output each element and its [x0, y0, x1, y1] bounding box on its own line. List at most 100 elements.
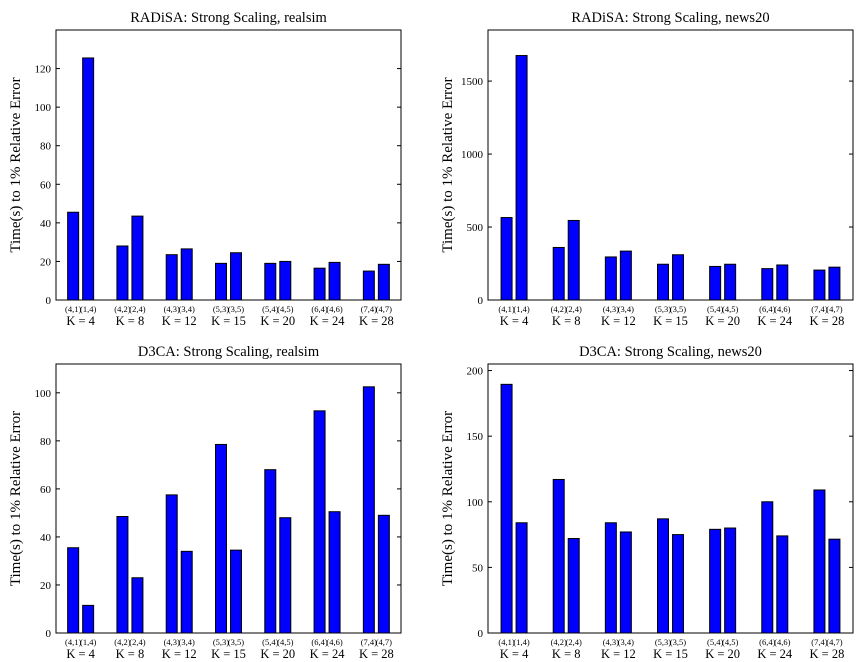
group-label: K = 12 — [601, 647, 636, 661]
y-tick-label: 1500 — [461, 76, 484, 88]
y-tick-label: 40 — [40, 218, 52, 230]
bar-(6,4) — [313, 410, 326, 634]
x-tick-label: (4,7) — [376, 637, 392, 647]
bar-(3,5) — [230, 549, 242, 634]
group-label: K = 4 — [500, 647, 529, 661]
x-tick-label: (5,4) — [262, 637, 278, 647]
y-tick-label: 200 — [467, 366, 484, 378]
x-tick-label: (4,2) — [114, 304, 130, 314]
bar-(4,7) — [377, 514, 390, 634]
plot-frame — [487, 29, 854, 301]
x-tick-label: (1,4) — [513, 304, 529, 314]
y-tick-label: 50 — [472, 562, 484, 574]
x-tick-label: (4,1) — [65, 637, 81, 647]
y-tick-label: 80 — [40, 141, 52, 153]
x-tick-label: (3,5) — [670, 637, 686, 647]
bar-(4,2) — [552, 246, 565, 301]
bar-(4,3) — [604, 256, 617, 301]
x-tick-label: (3,4) — [179, 304, 195, 314]
x-tick-label: (4,2) — [551, 304, 567, 314]
bar-(5,4) — [264, 262, 277, 301]
group-label: K = 20 — [260, 647, 295, 661]
bar-(4,2) — [116, 516, 129, 634]
bar-(6,4) — [761, 501, 774, 634]
x-tick-label: (5,3) — [213, 304, 229, 314]
x-tick-label: (5,4) — [707, 304, 723, 314]
bar-(4,5) — [279, 517, 292, 634]
group-label: K = 4 — [66, 647, 95, 661]
y-tick-label: 1000 — [461, 149, 484, 161]
bars — [67, 57, 390, 301]
bar-(4,5) — [724, 527, 737, 634]
bar-(4,1) — [67, 547, 80, 634]
x-tick-label: (4,6) — [774, 304, 790, 314]
bar-(4,7) — [828, 538, 841, 634]
bar-(3,5) — [672, 534, 684, 634]
y-tick-label: 500 — [467, 222, 484, 234]
chart-1: RADiSA: Strong Scaling, realsim Time(s) t… — [8, 10, 402, 328]
group-label: K = 15 — [211, 647, 246, 661]
x-tick-label: (5,4) — [262, 304, 278, 314]
plot-frame — [55, 363, 402, 634]
chart-3: D3CA: Strong Scaling, realsim Time(s) to … — [8, 344, 402, 661]
bar-(4,2) — [552, 478, 565, 634]
x-tick-label: (3,4) — [618, 637, 634, 647]
x-tick-label: (4,3) — [603, 637, 619, 647]
bar-(4,3) — [604, 522, 617, 634]
bar-(7,4) — [813, 269, 826, 301]
x-tick-label: (7,4) — [811, 637, 827, 647]
chart-title: RADiSA: Strong Scaling, realsim — [130, 10, 327, 26]
chart-4: D3CA: Strong Scaling, news20 Time(s) to 1… — [440, 344, 854, 661]
bar-(4,3) — [165, 494, 178, 634]
bar-(1,4) — [515, 522, 528, 634]
group-label: K = 12 — [162, 314, 197, 328]
bars — [500, 383, 841, 634]
bar-(2,4) — [131, 215, 144, 301]
x-tick-label: (3,5) — [228, 304, 244, 314]
bar-(7,4) — [362, 386, 375, 634]
x-tick-label: (4,2) — [114, 637, 130, 647]
y-axis-label: Time(s) to 1% Relative Error — [8, 411, 24, 586]
bar-(4,7) — [377, 263, 390, 301]
x-tick-label: (4,6) — [774, 637, 790, 647]
y-tick-label: 0 — [478, 628, 484, 640]
x-tick-label: (4,3) — [603, 304, 619, 314]
bars — [67, 386, 390, 634]
bar-(4,6) — [328, 511, 341, 634]
y-tick-label: 100 — [35, 102, 52, 114]
bar-(3,4) — [180, 550, 193, 634]
bar-(1,4) — [515, 55, 528, 301]
bar-(5,3) — [657, 263, 669, 301]
group-label: K = 20 — [260, 314, 295, 328]
x-tick-label: (3,5) — [228, 637, 244, 647]
bar-(5,4) — [709, 265, 722, 301]
x-tick-label: (4,1) — [498, 637, 514, 647]
group-label: K = 8 — [552, 647, 581, 661]
bar-(5,3) — [657, 518, 669, 634]
y-tick-label: 120 — [35, 64, 52, 76]
bar-(6,4) — [313, 267, 326, 301]
group-label: K = 12 — [162, 647, 197, 661]
bar-(1,4) — [82, 57, 95, 301]
plot-frame — [487, 363, 854, 634]
y-tick-label: 60 — [40, 484, 52, 496]
group-label: K = 4 — [66, 314, 95, 328]
group-label: K = 28 — [810, 314, 845, 328]
bar-(4,6) — [776, 264, 789, 301]
y-axis-label: Time(s) to 1% Relative Error — [440, 77, 456, 252]
x-tick-label: (5,3) — [655, 304, 671, 314]
y-tick-label: 60 — [40, 179, 52, 191]
x-tick-label: (2,4) — [566, 637, 582, 647]
bar-(3,4) — [619, 250, 632, 301]
group-label: K = 24 — [310, 314, 346, 328]
bar-(2,4) — [567, 219, 580, 301]
group-label: K = 8 — [552, 314, 581, 328]
y-axis-label: Time(s) to 1% Relative Error — [440, 411, 456, 586]
x-tick-label: (4,7) — [826, 637, 842, 647]
bar-(4,6) — [776, 535, 789, 634]
x-tick-label: (3,4) — [618, 304, 634, 314]
bar-(3,5) — [230, 252, 242, 301]
x-tick-label: (4,6) — [326, 637, 342, 647]
bar-(4,7) — [828, 266, 841, 301]
